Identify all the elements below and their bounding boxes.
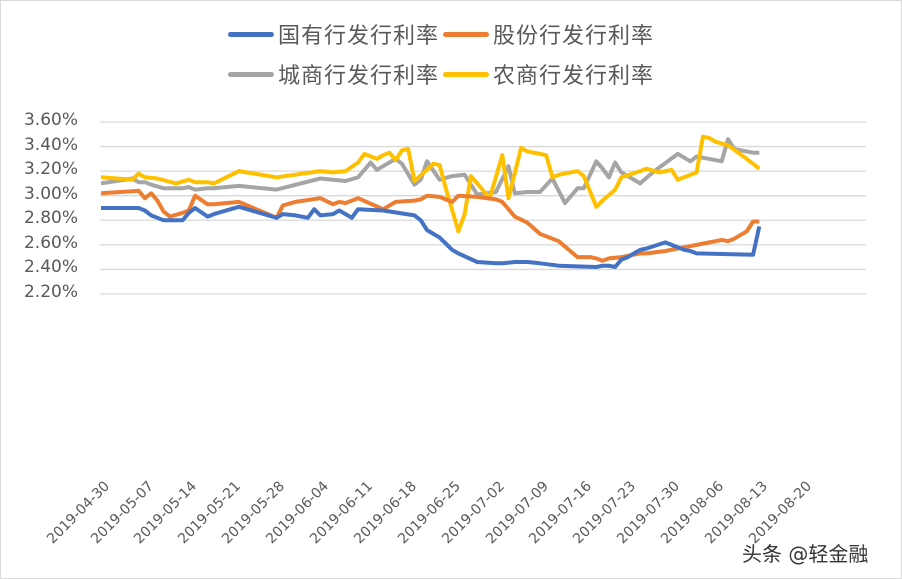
legend-swatch-gray — [228, 71, 274, 77]
y-tick-label: 3.00% — [23, 183, 78, 204]
legend-label: 农商行发行利率 — [493, 64, 655, 89]
y-tick-label: 2.40% — [23, 257, 78, 278]
y-tick-label: 2.20% — [23, 281, 78, 302]
chart-legend: 国有行发行利率 股份行发行利率 城商行发行利率 农商行发行利率 — [228, 14, 698, 94]
legend-item-state-owned[interactable]: 国有行发行利率 — [228, 18, 439, 50]
series-line — [101, 204, 762, 269]
legend-label: 股份行发行利率 — [493, 24, 655, 49]
legend-swatch-yellow — [443, 71, 490, 77]
legend-item-rural-commercial[interactable]: 农商行发行利率 — [443, 58, 654, 90]
y-tick-label: 2.60% — [23, 232, 78, 253]
legend-swatch-orange — [443, 31, 490, 37]
gridlines — [100, 121, 866, 295]
y-tick-label: 3.20% — [23, 159, 78, 180]
series-lines — [100, 134, 762, 269]
watermark: 头条 @轻金融 — [742, 542, 869, 566]
series-line — [100, 188, 760, 263]
legend-row-1: 国有行发行利率 股份行发行利率 — [228, 14, 698, 54]
series-line — [100, 134, 761, 234]
legend-swatch-blue — [228, 31, 274, 37]
legend-label: 城商行发行利率 — [278, 64, 440, 89]
y-tick-label: 3.40% — [23, 134, 78, 155]
legend-label: 国有行发行利率 — [278, 24, 440, 49]
y-tick-label: 3.60% — [23, 110, 78, 130]
legend-item-city-commercial[interactable]: 城商行发行利率 — [228, 58, 439, 90]
legend-item-joint-stock[interactable]: 股份行发行利率 — [443, 18, 654, 50]
legend-row-2: 城商行发行利率 农商行发行利率 — [228, 54, 698, 94]
y-tick-label: 2.80% — [23, 208, 78, 229]
